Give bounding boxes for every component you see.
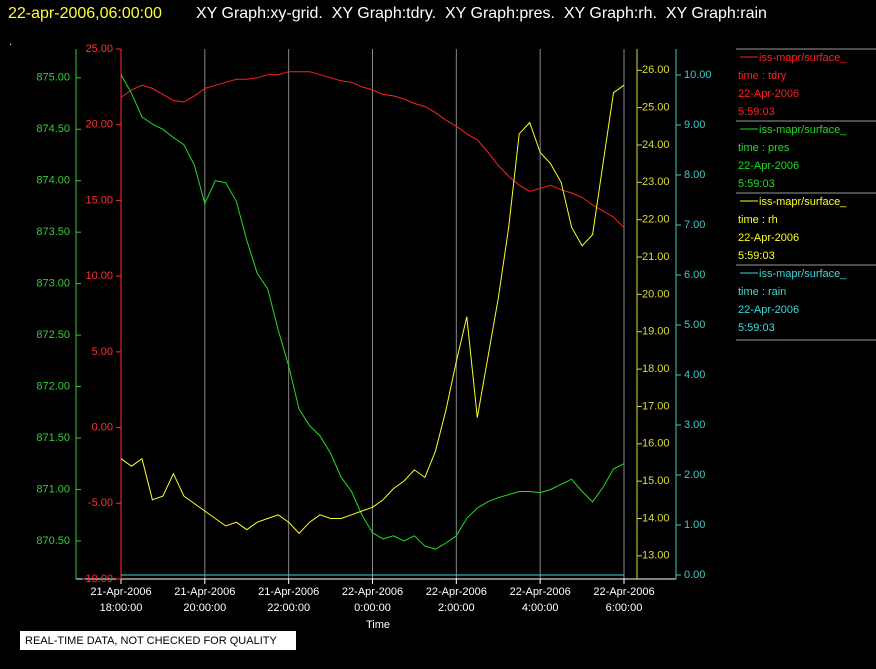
y-tick-label: 7.00	[684, 219, 705, 231]
legend-name: iss-mapr/surface_	[759, 124, 847, 136]
y-tick-label: 26.00	[642, 64, 670, 76]
legend-text: 22-Apr-2006	[738, 88, 799, 100]
y-tick-label: 10.00	[85, 270, 113, 282]
y-tick-label: 1.00	[684, 519, 705, 531]
y-tick-label: 874.00	[36, 175, 70, 187]
legend-text: 5:59:03	[738, 106, 775, 118]
y-tick-label: 873.00	[36, 278, 70, 290]
y-tick-label: 875.00	[36, 72, 70, 84]
y-tick-label: 24.00	[642, 139, 670, 151]
y-tick-label: 2.00	[684, 469, 705, 481]
x-tick-label: 6:00:00	[606, 602, 643, 614]
x-tick-label: 4:00:00	[522, 602, 559, 614]
header-timestamp: 22-apr-2006,06:00:00	[8, 5, 162, 22]
x-tick-label: 18:00:00	[100, 602, 143, 614]
y-tick-label: 20.00	[642, 288, 670, 300]
header-graphs: XY Graph:xy-grid. XY Graph:tdry. XY Grap…	[196, 5, 767, 22]
legend-text: 22-Apr-2006	[738, 232, 799, 244]
y-tick-label: 871.50	[36, 432, 70, 444]
y-tick-label: 18.00	[642, 363, 670, 375]
series-line	[120, 74, 625, 550]
y-tick-label: 0.00	[92, 421, 113, 433]
footer-note: REAL-TIME DATA, NOT CHECKED FOR QUALITY	[25, 635, 277, 647]
y-tick-label: 14.00	[642, 512, 670, 524]
x-tick-label: 22:00:00	[267, 602, 310, 614]
y-tick-label: -5.00	[88, 497, 113, 509]
legend-name: iss-mapr/surface_	[759, 196, 847, 208]
x-tick-label: 22-Apr-2006	[510, 586, 571, 598]
y-tick-label: 19.00	[642, 326, 670, 338]
y-tick-label: 4.00	[684, 369, 705, 381]
legend-text: 22-Apr-2006	[738, 304, 799, 316]
y-tick-label: 0.00	[684, 569, 705, 581]
x-axis-label: Time	[366, 619, 390, 631]
header-marker: .	[9, 36, 12, 48]
y-tick-label: 5.00	[92, 346, 113, 358]
x-tick-label: 22-Apr-2006	[593, 586, 654, 598]
y-tick-label: -10.00	[82, 573, 113, 585]
y-tick-label: 15.00	[642, 475, 670, 487]
legend-name: iss-mapr/surface_	[759, 52, 847, 64]
y-tick-label: 23.00	[642, 176, 670, 188]
y-tick-label: 870.50	[36, 535, 70, 547]
series-line	[120, 71, 625, 229]
x-tick-label: 0:00:00	[354, 602, 391, 614]
y-tick-label: 8.00	[684, 169, 705, 181]
legend-text: time : rh	[738, 214, 778, 226]
y-tick-label: 3.00	[684, 419, 705, 431]
y-tick-label: 6.00	[684, 269, 705, 281]
y-tick-label: 5.00	[684, 319, 705, 331]
y-tick-label: 16.00	[642, 438, 670, 450]
legend-name: iss-mapr/surface_	[759, 268, 847, 280]
y-tick-label: 872.50	[36, 329, 70, 341]
legend-text: time : rain	[738, 286, 786, 298]
x-tick-label: 21-Apr-2006	[90, 586, 151, 598]
y-tick-label: 15.00	[85, 194, 113, 206]
y-tick-label: 20.00	[85, 119, 113, 131]
legend-text: time : pres	[738, 142, 790, 154]
footer-box	[20, 631, 296, 650]
y-tick-label: 25.00	[85, 43, 113, 55]
y-tick-label: 13.00	[642, 550, 670, 562]
y-tick-label: 10.00	[684, 69, 712, 81]
y-tick-label: 874.50	[36, 123, 70, 135]
legend-text: 22-Apr-2006	[738, 160, 799, 172]
x-tick-label: 2:00:00	[438, 602, 475, 614]
x-tick-label: 21-Apr-2006	[174, 586, 235, 598]
y-tick-label: 873.50	[36, 226, 70, 238]
x-tick-label: 22-Apr-2006	[426, 586, 487, 598]
y-tick-label: 17.00	[642, 400, 670, 412]
legend-text: 5:59:03	[738, 322, 775, 334]
legend-text: 5:59:03	[738, 178, 775, 190]
y-tick-label: 21.00	[642, 251, 670, 263]
y-tick-label: 22.00	[642, 214, 670, 226]
y-tick-label: 871.00	[36, 483, 70, 495]
x-tick-label: 20:00:00	[183, 602, 226, 614]
x-tick-label: 22-Apr-2006	[342, 586, 403, 598]
y-tick-label: 872.00	[36, 380, 70, 392]
legend-text: 5:59:03	[738, 250, 775, 262]
x-tick-label: 21-Apr-2006	[258, 586, 319, 598]
y-tick-label: 25.00	[642, 102, 670, 114]
y-tick-label: 9.00	[684, 119, 705, 131]
legend-text: time : tdry	[738, 70, 787, 82]
series-line	[120, 84, 625, 535]
